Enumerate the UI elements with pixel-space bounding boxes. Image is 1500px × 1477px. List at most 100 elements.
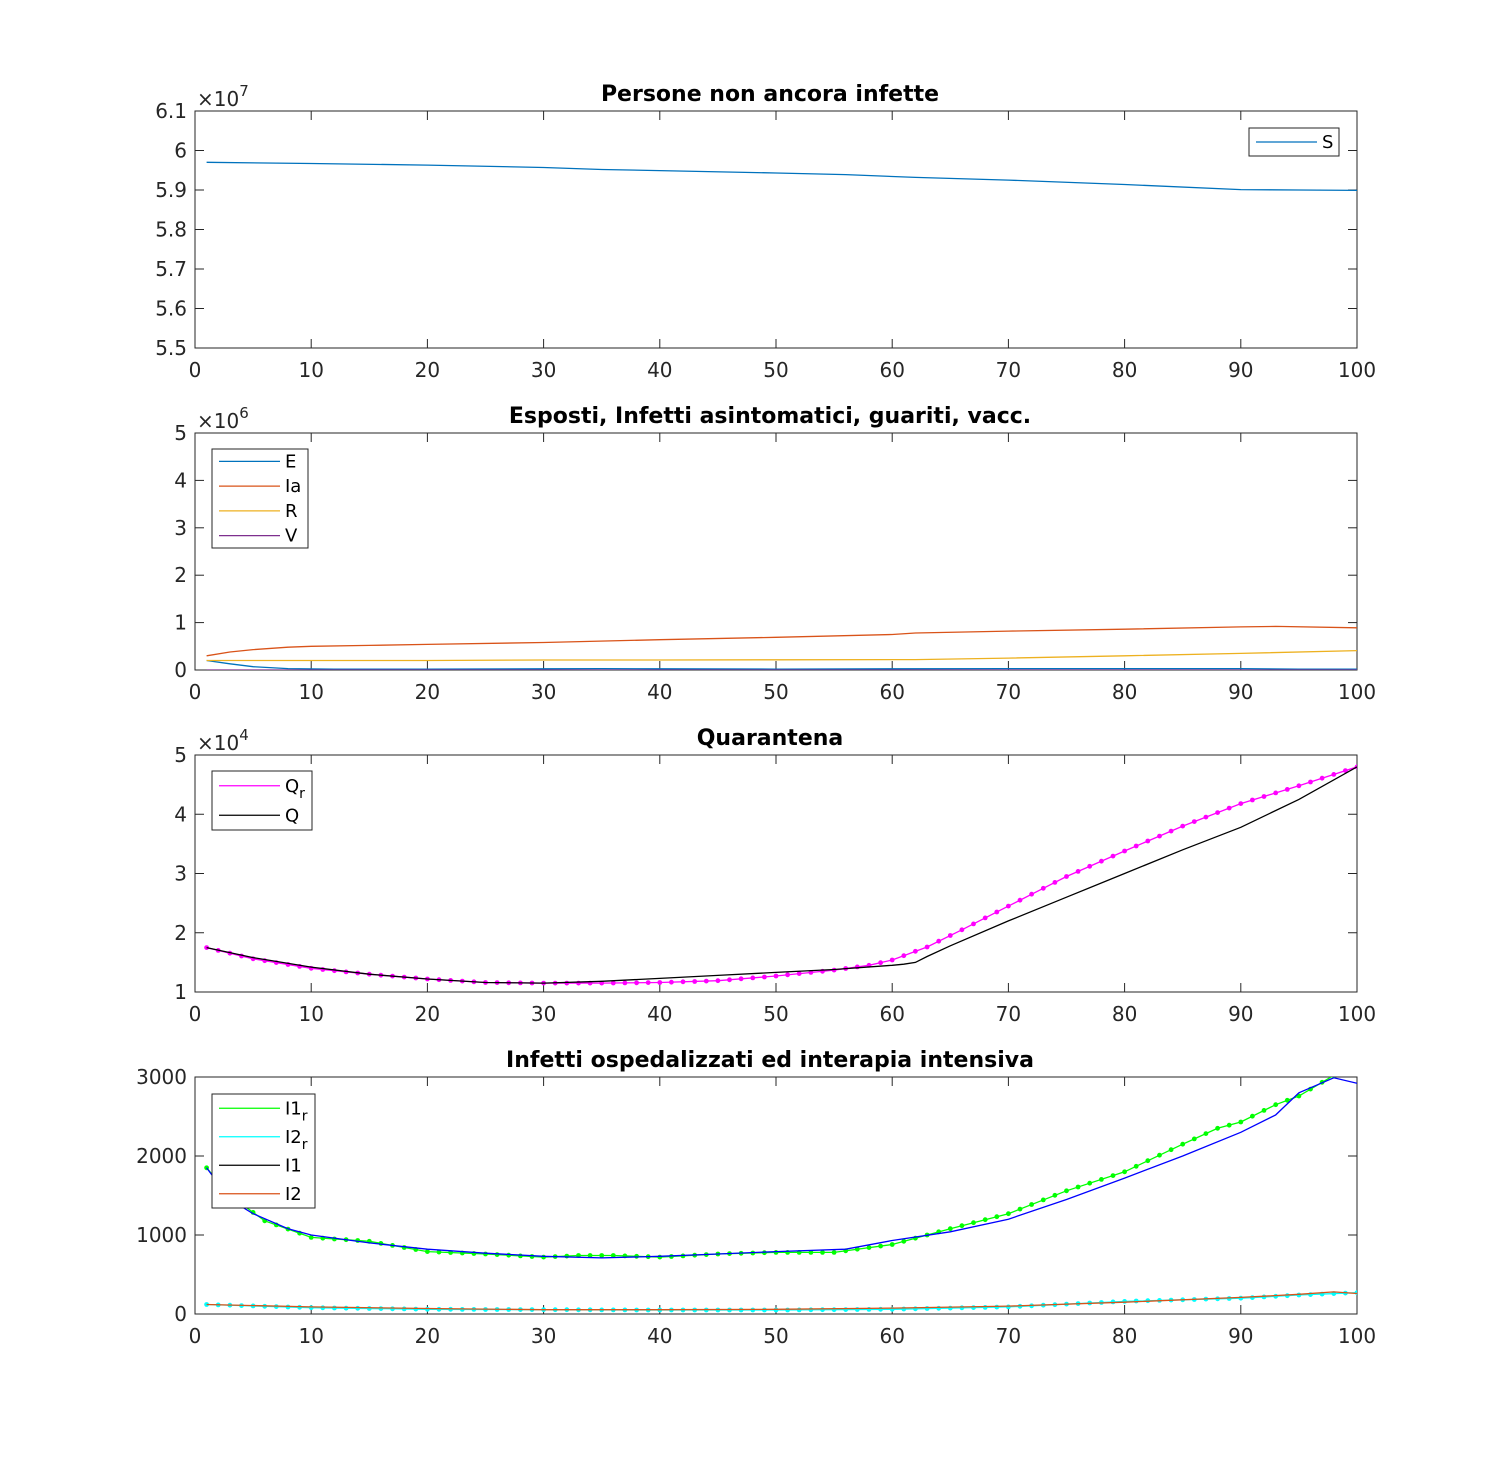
data-point — [1250, 797, 1255, 803]
data-point — [1122, 1299, 1127, 1304]
x-tick-label: 0 — [189, 1324, 202, 1348]
legend-entry: Q — [285, 805, 299, 826]
y-tick-label: 4 — [174, 802, 187, 826]
data-point — [1273, 1293, 1279, 1299]
y-tick-label: 4 — [174, 468, 187, 492]
data-point — [982, 1305, 988, 1310]
data-point — [436, 1306, 442, 1312]
y-tick-label: 2 — [174, 921, 187, 945]
x-tick-label: 100 — [1338, 358, 1376, 382]
x-tick-label: 70 — [996, 680, 1021, 704]
data-point — [971, 1305, 976, 1310]
data-point — [1029, 1202, 1034, 1207]
data-point — [878, 960, 883, 966]
data-point — [1145, 1158, 1151, 1164]
legend-entry: I1r — [285, 1098, 308, 1124]
x-tick-label: 30 — [531, 1324, 556, 1348]
data-point — [1250, 1113, 1255, 1119]
data-point — [506, 1252, 512, 1258]
x-tick-label: 40 — [647, 358, 672, 382]
y-tick-label: 5.9 — [155, 178, 187, 202]
series-line-i1 — [206, 1077, 1357, 1259]
data-point — [762, 1307, 767, 1313]
legend-entry: Ia — [285, 476, 301, 497]
data-point — [692, 979, 698, 984]
x-tick-label: 0 — [189, 1002, 202, 1026]
data-point — [889, 1242, 895, 1247]
legend-entry: I2 — [285, 1184, 302, 1205]
x-tick-label: 30 — [531, 680, 556, 704]
data-point — [1099, 1177, 1104, 1182]
x-tick-label: 0 — [189, 680, 202, 704]
data-point — [1017, 897, 1023, 903]
data-point — [1110, 853, 1116, 859]
data-point — [924, 1306, 930, 1311]
data-point — [610, 980, 616, 986]
y-tick-label: 2000 — [136, 1144, 187, 1168]
data-point — [808, 1250, 814, 1255]
x-tick-label: 10 — [298, 1002, 323, 1026]
data-point — [669, 979, 674, 985]
legend-entry: R — [285, 501, 298, 522]
data-point — [1284, 1097, 1290, 1103]
chart-title: Quarantena — [697, 726, 844, 751]
x-tick-label: 50 — [763, 680, 788, 704]
data-point — [1273, 790, 1279, 796]
data-point — [1040, 1197, 1046, 1203]
x-tick-label: 80 — [1112, 680, 1137, 704]
plot-area — [204, 1071, 1360, 1313]
y-tick-label: 6 — [174, 139, 187, 163]
y-tick-label: 1 — [174, 980, 187, 1004]
data-point — [773, 1250, 779, 1255]
data-point — [355, 1305, 361, 1311]
x-tick-label: 30 — [531, 1002, 556, 1026]
y-tick-label: 5.8 — [155, 218, 187, 242]
data-point — [715, 978, 721, 984]
series-line-s — [206, 161, 1357, 192]
y-tick-label: 5.7 — [155, 257, 187, 281]
data-point — [1261, 794, 1267, 799]
plot-area — [204, 764, 1357, 986]
data-point — [1180, 1141, 1186, 1147]
series-line-ia — [206, 625, 1357, 657]
x-tick-label: 40 — [647, 1324, 672, 1348]
x-tick-label: 50 — [763, 358, 788, 382]
data-point — [1122, 848, 1127, 854]
x-tick-label: 90 — [1228, 680, 1253, 704]
data-point — [901, 1238, 907, 1244]
data-point — [1191, 1136, 1197, 1142]
data-point — [1284, 787, 1290, 792]
data-point — [680, 979, 686, 985]
data-point — [785, 1307, 790, 1313]
legend-entry: I2r — [285, 1127, 308, 1153]
data-point — [1355, 1071, 1360, 1076]
data-point — [936, 938, 942, 944]
chart-title: Infetti ospedalizzati ed interapia inten… — [506, 1048, 1034, 1073]
data-point — [1168, 828, 1174, 834]
data-point — [994, 1214, 1000, 1220]
y-tick-label: 2 — [174, 563, 187, 587]
data-point — [378, 1306, 384, 1311]
subplot-2: 0 10 20 30 40 50 60 70 80 90 100 0 1 2 3 4 5 ×106 Esposti,… — [174, 404, 1376, 704]
data-point — [1215, 1125, 1220, 1131]
data-point — [657, 980, 663, 985]
data-point — [947, 1305, 953, 1311]
legend-entry: Qr — [285, 776, 305, 802]
data-point — [1343, 768, 1348, 773]
data-point — [796, 1307, 802, 1313]
data-point — [1331, 772, 1337, 777]
data-point — [1087, 863, 1093, 869]
x-tick-label: 10 — [298, 680, 323, 704]
data-point — [1087, 1180, 1093, 1186]
data-point — [610, 1253, 616, 1258]
legend-entry: I1 — [285, 1155, 302, 1176]
data-point — [1180, 823, 1186, 829]
axis-multiplier: ×104 — [197, 726, 249, 755]
data-point — [541, 1254, 546, 1260]
data-point — [425, 1306, 430, 1312]
x-tick-label: 80 — [1112, 1324, 1137, 1348]
series-line-e — [206, 659, 1357, 670]
data-point — [1191, 819, 1197, 824]
legend-entry: S — [1322, 132, 1333, 153]
